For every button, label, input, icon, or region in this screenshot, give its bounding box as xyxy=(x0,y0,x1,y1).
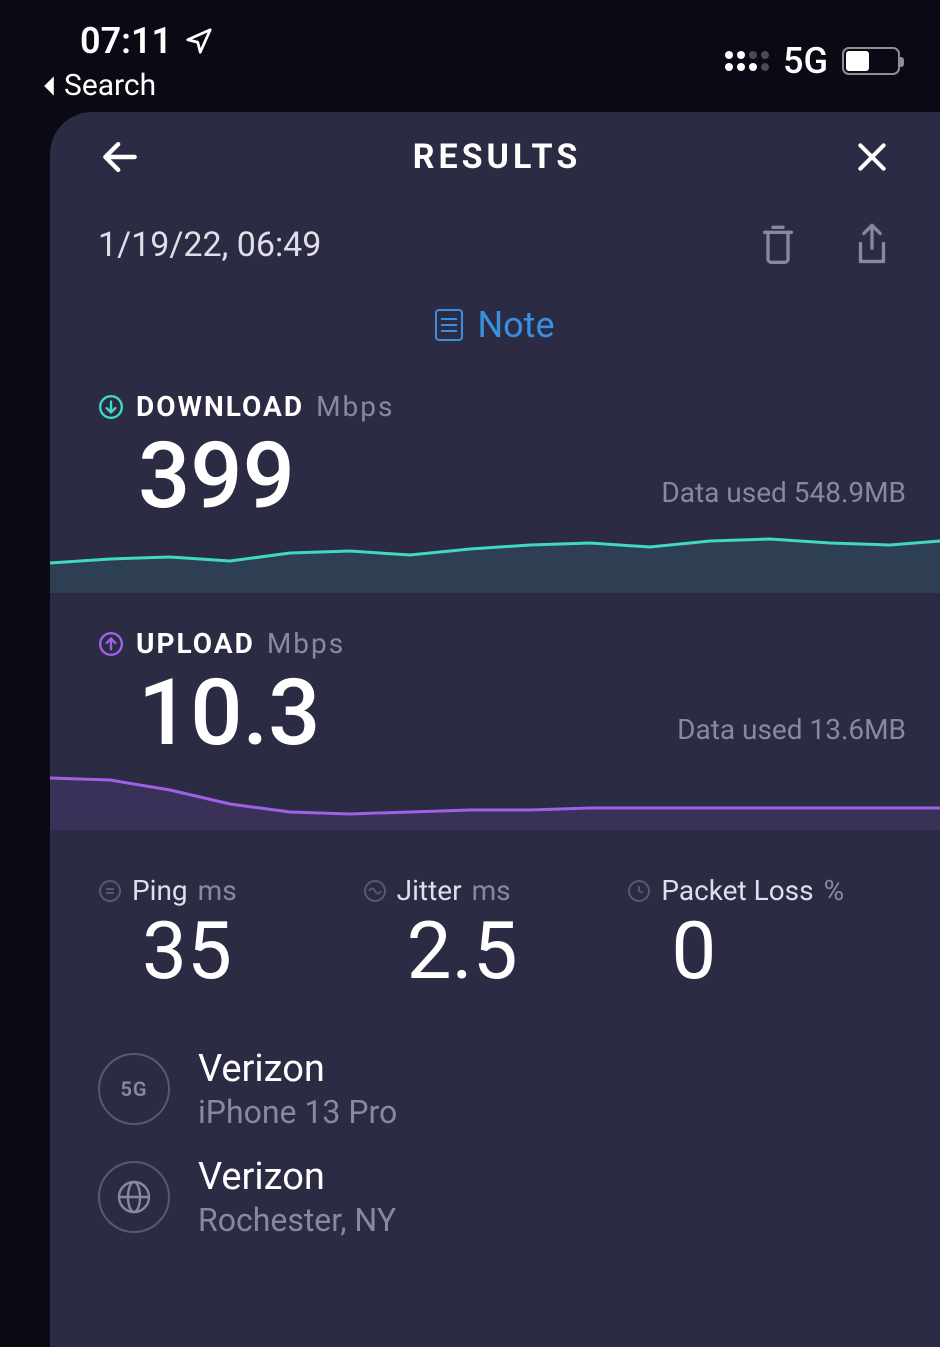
server-info-row[interactable]: Verizon Rochester, NY xyxy=(98,1143,892,1251)
back-button[interactable] xyxy=(98,135,142,179)
delete-button[interactable] xyxy=(758,222,798,268)
jitter-value: 2.5 xyxy=(363,907,628,995)
back-label: Search xyxy=(64,68,156,103)
upload-arrow-icon xyxy=(98,631,124,657)
add-note-button[interactable]: Note xyxy=(50,268,940,356)
packet-loss-unit: % xyxy=(824,874,845,907)
share-button[interactable] xyxy=(852,222,892,268)
network-type: 5G xyxy=(783,40,828,82)
back-caret-icon xyxy=(40,74,58,98)
note-label: Note xyxy=(477,304,554,346)
connection-carrier: Verizon xyxy=(198,1047,397,1091)
ping-value: 35 xyxy=(98,907,363,995)
page-title: RESULTS xyxy=(413,137,582,177)
jitter-label: Jitter xyxy=(397,874,462,907)
location-arrow-icon xyxy=(184,26,214,56)
packet-loss-stat: Packet Loss % 0 xyxy=(627,874,892,995)
download-section: DOWNLOAD Mbps 399 Data used 548.9MB xyxy=(50,356,940,523)
status-bar: 07:11 Search 5G xyxy=(0,0,940,110)
packet-loss-icon xyxy=(627,879,651,903)
packet-loss-label: Packet Loss xyxy=(661,874,813,907)
download-data-used-value: 548.9MB xyxy=(794,476,906,509)
upload-label: UPLOAD xyxy=(136,627,255,660)
jitter-stat: Jitter ms 2.5 xyxy=(363,874,628,995)
results-panel: RESULTS 1/19/22, 06:49 Note DOWNLOAD Mbp… xyxy=(50,112,940,1347)
connection-info-row[interactable]: 5G Verizon iPhone 13 Pro xyxy=(98,1035,892,1143)
status-time: 07:11 xyxy=(80,20,172,62)
close-button[interactable] xyxy=(852,137,892,177)
upload-chart xyxy=(50,760,940,830)
download-data-used-label: Data used xyxy=(661,476,786,509)
jitter-unit: ms xyxy=(472,874,511,907)
connection-device: iPhone 13 Pro xyxy=(198,1093,397,1131)
ping-stat: Ping ms 35 xyxy=(98,874,363,995)
upload-section: UPLOAD Mbps 10.3 Data used 13.6MB xyxy=(50,593,940,760)
download-label: DOWNLOAD xyxy=(136,390,304,423)
connection-badge-icon: 5G xyxy=(98,1053,170,1125)
server-location: Rochester, NY xyxy=(198,1201,396,1239)
download-arrow-icon xyxy=(98,394,124,420)
upload-data-used-label: Data used xyxy=(677,713,802,746)
signal-strength-icon xyxy=(725,51,769,71)
ping-unit: ms xyxy=(198,874,237,907)
battery-icon xyxy=(842,47,900,75)
ping-icon xyxy=(98,879,122,903)
upload-data-used-value: 13.6MB xyxy=(810,713,906,746)
download-unit: Mbps xyxy=(316,390,394,423)
globe-icon xyxy=(98,1161,170,1233)
upload-unit: Mbps xyxy=(267,627,345,660)
packet-loss-value: 0 xyxy=(627,907,892,995)
note-icon xyxy=(435,309,463,341)
jitter-icon xyxy=(363,879,387,903)
ping-label: Ping xyxy=(132,874,188,907)
result-timestamp: 1/19/22, 06:49 xyxy=(98,225,321,265)
stats-row: Ping ms 35 Jitter ms 2.5 Packet Loss % 0 xyxy=(50,830,940,995)
download-chart xyxy=(50,523,940,593)
server-provider: Verizon xyxy=(198,1155,396,1199)
